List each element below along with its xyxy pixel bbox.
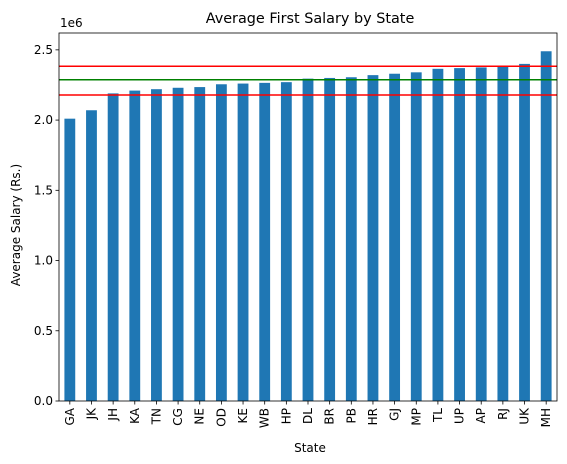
x-tick-label: HP: [279, 408, 293, 424]
x-tick-label: TN: [149, 408, 163, 425]
bar-WB: [259, 82, 271, 401]
x-tick-label: GA: [63, 407, 77, 425]
x-tick-label: OD: [214, 408, 228, 427]
y-tick-label: 1.5: [34, 183, 53, 197]
bar-GJ: [389, 73, 401, 402]
x-axis-label: State: [294, 441, 326, 455]
x-tick-label: BR: [323, 408, 337, 425]
bar-BR: [324, 77, 336, 401]
x-tick-label: PB: [344, 408, 358, 423]
x-tick-label: UP: [453, 408, 467, 424]
x-tick-label: TL: [431, 408, 445, 423]
bar-PB: [345, 77, 357, 402]
x-tick-label: KA: [128, 407, 142, 424]
chart-title: Average First Salary by State: [206, 11, 415, 27]
y-offset-label: 1e6: [60, 16, 83, 30]
x-tick-label: NE: [193, 408, 207, 425]
bar-UK: [519, 63, 530, 402]
bar-TL: [432, 68, 444, 401]
x-tick-label: HR: [366, 408, 380, 425]
y-tick-label: 0.5: [34, 324, 53, 338]
bar-HP: [280, 82, 292, 401]
plot-area: 0.0 0.5 1.0 1.5 2.0 2.5 GA JK JH KA TN CG NE OD KE WB HP…: [34, 32, 558, 428]
y-tick-label: 0.0: [34, 394, 53, 408]
bar-DL: [302, 78, 314, 401]
x-tick-label: KE: [236, 408, 250, 423]
bar-RJ: [497, 66, 509, 401]
bar-MH: [540, 51, 552, 401]
bar-JK: [86, 110, 97, 402]
x-tick-label: DL: [301, 408, 315, 424]
y-tick-label: 2.5: [34, 43, 53, 57]
bar-HR: [367, 75, 379, 402]
y-tick-label: 1.0: [34, 254, 53, 268]
x-tick-label: MP: [409, 408, 423, 426]
bar-CG: [172, 87, 184, 401]
bar-KE: [237, 83, 249, 402]
bar-KA: [129, 90, 141, 402]
x-tick-label: GJ: [388, 408, 402, 421]
x-tick-label: AP: [474, 408, 488, 423]
x-tick-label: JH: [106, 408, 120, 422]
y-tick-label: 2.0: [34, 113, 53, 127]
y-axis-label: Average Salary (Rs.): [9, 164, 23, 286]
bar-TN: [151, 89, 162, 402]
bar-OD: [215, 84, 227, 401]
x-tick-label: UK: [518, 407, 532, 425]
bar-NE: [194, 87, 206, 402]
x-tick-label: RJ: [496, 408, 510, 420]
x-tick-label: MH: [539, 408, 553, 427]
bar-JH: [107, 93, 119, 402]
x-tick-label: CG: [171, 408, 185, 426]
bar-UP: [454, 68, 465, 401]
x-tick-label: JK: [84, 407, 98, 421]
bar-AP: [475, 67, 487, 401]
bar-GA: [64, 118, 76, 402]
bar-MP: [410, 72, 422, 401]
x-tick-label: WB: [258, 408, 272, 428]
